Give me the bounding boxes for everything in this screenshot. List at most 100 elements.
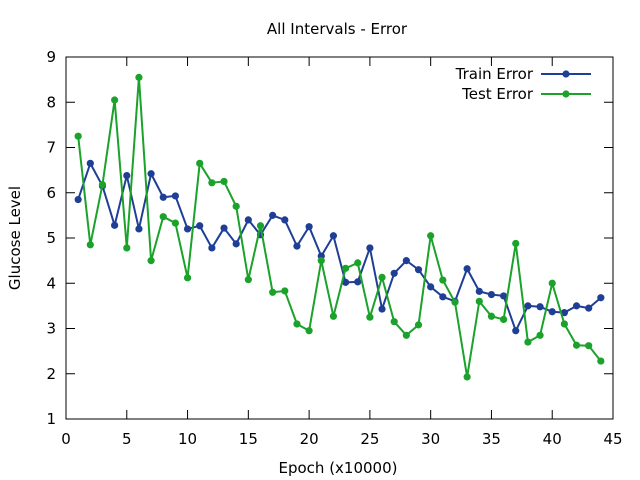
x-tick-label: 25	[360, 430, 379, 448]
test-error-point	[244, 276, 252, 284]
x-tick-label: 30	[421, 430, 440, 448]
x-tick-label: 20	[300, 430, 319, 448]
test-error-point	[560, 320, 568, 328]
train-error-point	[208, 244, 216, 252]
test-error-point	[402, 331, 410, 339]
test-error-series	[74, 73, 605, 381]
test-error-point	[256, 222, 265, 230]
train-error-point	[366, 244, 374, 252]
train-error-point	[293, 242, 301, 250]
test-error-point	[111, 96, 119, 104]
legend-label: Test Error	[461, 85, 534, 103]
train-error-point	[487, 290, 496, 299]
test-error-point	[439, 276, 447, 284]
test-error-point	[585, 342, 593, 350]
train-error-point	[597, 294, 605, 302]
y-tick-label: 1	[46, 410, 56, 428]
train-error-point	[475, 287, 483, 295]
train-error-point	[414, 266, 423, 274]
train-error-point	[524, 302, 532, 310]
train-error-point	[341, 278, 350, 286]
test-error-point	[597, 357, 605, 365]
test-error-point	[98, 181, 107, 189]
test-error-point	[317, 257, 325, 265]
y-tick-label: 2	[46, 365, 56, 383]
train-error-point	[390, 269, 398, 277]
legend-item-test-error: Test Error	[461, 85, 591, 103]
train-error-point	[572, 302, 581, 310]
test-error-point	[451, 298, 459, 306]
train-error-point	[183, 225, 192, 233]
train-error-point	[305, 223, 313, 231]
test-error-point	[123, 244, 131, 252]
train-error-point	[585, 304, 593, 312]
x-tick-label: 40	[543, 430, 562, 448]
legend-swatch-marker	[562, 70, 570, 78]
test-error-point	[354, 259, 362, 267]
test-error-point	[135, 73, 143, 81]
series-layer	[74, 73, 605, 381]
y-tick-label: 3	[46, 320, 56, 338]
x-tick-label: 5	[122, 430, 132, 448]
y-tick-label: 4	[46, 274, 56, 292]
train-error-point	[512, 327, 520, 335]
y-tick-label: 6	[46, 184, 56, 202]
train-error-point	[171, 192, 179, 200]
train-error-point	[196, 222, 204, 230]
test-error-point	[293, 320, 301, 328]
train-error-point	[439, 293, 447, 301]
y-axis-title: Glucose Level	[6, 186, 24, 290]
train-error-point	[220, 224, 228, 232]
train-error-point	[244, 216, 252, 224]
test-error-point	[378, 273, 386, 281]
train-error-point	[402, 257, 410, 265]
test-error-point	[281, 287, 289, 295]
test-error-point	[74, 132, 82, 140]
test-error-point	[147, 257, 155, 265]
legend-swatch-marker	[562, 90, 570, 98]
test-error-point	[305, 327, 313, 335]
legend-label: Train Error	[455, 65, 534, 83]
test-error-point	[500, 315, 508, 324]
test-error-point	[341, 264, 350, 272]
x-axis: 0 5 10 15 20 25 30 35 40 45	[61, 57, 623, 448]
train-error-point	[147, 170, 155, 178]
test-error-point	[475, 297, 483, 305]
plot-frame	[65, 56, 614, 420]
test-error-line	[77, 76, 602, 378]
test-error-point	[329, 312, 338, 320]
x-axis-title: Epoch (x10000)	[279, 459, 398, 477]
test-error-point	[366, 313, 374, 321]
train-error-point	[500, 292, 508, 300]
x-tick-label: 0	[61, 430, 71, 448]
test-error-point	[232, 202, 240, 210]
train-error-point	[354, 278, 362, 286]
train-error-point	[232, 240, 240, 248]
test-error-point	[463, 373, 471, 381]
test-error-point	[183, 274, 192, 282]
x-tick-label: 15	[239, 430, 258, 448]
train-error-point	[74, 195, 82, 204]
y-tick-label: 9	[46, 48, 56, 66]
test-error-point	[548, 279, 556, 287]
legend: Train Error Test Error	[455, 65, 591, 103]
legend-item-train-error: Train Error	[455, 65, 591, 83]
test-error-point	[86, 241, 94, 249]
test-error-point	[512, 239, 520, 248]
test-error-point	[220, 177, 228, 186]
test-error-point	[196, 159, 204, 167]
y-tick-label: 8	[46, 93, 56, 111]
x-tick-label: 10	[178, 430, 197, 448]
test-error-point	[572, 341, 581, 349]
test-error-point	[269, 288, 277, 296]
test-error-point	[487, 312, 496, 320]
y-tick-label: 7	[46, 139, 56, 157]
train-error-point	[329, 232, 338, 240]
test-error-point	[524, 338, 532, 346]
train-error-series	[74, 159, 605, 335]
test-error-point	[390, 318, 398, 326]
test-error-point	[414, 321, 423, 329]
train-error-point	[159, 193, 167, 201]
train-error-point	[548, 308, 556, 316]
